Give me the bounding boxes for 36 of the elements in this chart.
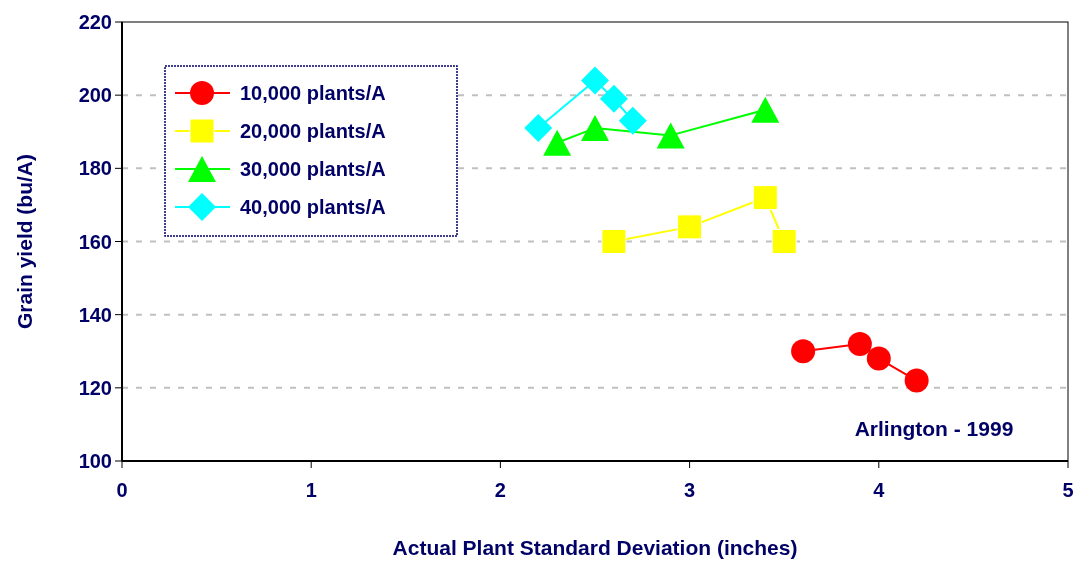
point [751,96,780,123]
point [677,214,703,240]
x-tick-label: 0 [116,479,128,501]
point [581,115,609,142]
point [866,346,891,371]
point [771,229,797,254]
legend-label: 30,000 plants/A [240,158,386,180]
legend-label: 10,000 plants/A [240,82,386,104]
x-tick-label: 1 [305,479,317,501]
point [791,339,816,364]
y-tick-label: 200 [78,84,112,107]
point [599,84,628,113]
y-tick-label: 180 [78,157,112,180]
y-tick-label: 140 [78,303,112,326]
x-axis-title: Actual Plant Standard Deviation (inches) [392,536,798,559]
x-tick-label: 5 [1062,479,1074,501]
y-tick-label: 120 [78,376,112,399]
y-tick-label: 160 [78,230,112,253]
point [618,106,647,135]
point [524,114,553,143]
x-tick-label: 4 [873,479,886,501]
point [581,66,609,95]
y-tick-label: 100 [78,450,112,472]
point [847,331,872,356]
legend-label: 20,000 plants/A [240,120,386,142]
point [543,129,572,156]
legend-label: 40,000 plants/A [240,196,386,218]
x-tick-label: 3 [684,479,696,501]
point [601,229,627,254]
y-tick-label: 220 [78,11,112,33]
point [656,122,685,149]
x-tick-label: 2 [494,479,506,501]
y-axis-title: Grain yield (bu/A) [13,153,36,330]
annotation: Arlington - 1999 [854,417,1014,441]
point [752,185,778,211]
point [904,368,929,393]
